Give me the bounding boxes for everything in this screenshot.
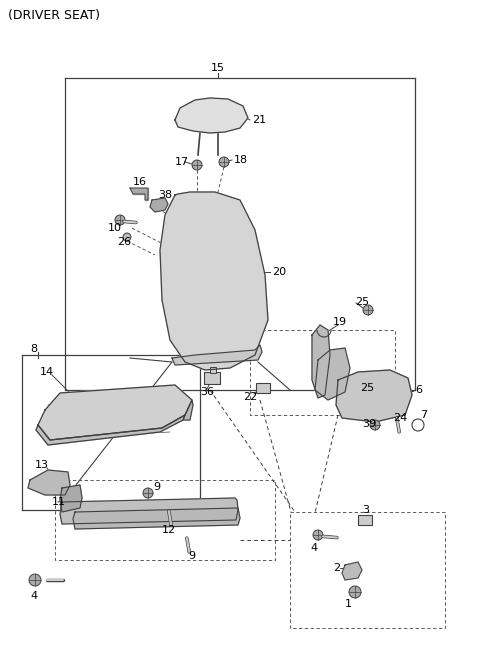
Text: 24: 24: [393, 413, 407, 423]
Text: 16: 16: [133, 177, 147, 187]
Text: 7: 7: [420, 410, 427, 420]
Text: 38: 38: [158, 190, 172, 200]
Circle shape: [370, 420, 380, 430]
Polygon shape: [315, 348, 350, 400]
Text: 25: 25: [355, 297, 369, 307]
Circle shape: [313, 530, 323, 540]
Bar: [256, 383, 270, 393]
Polygon shape: [38, 385, 192, 440]
Text: 13: 13: [35, 460, 49, 470]
Polygon shape: [172, 345, 262, 365]
Polygon shape: [36, 415, 185, 445]
Circle shape: [29, 574, 41, 586]
Circle shape: [192, 160, 202, 170]
Text: 14: 14: [40, 367, 54, 377]
Bar: [358, 515, 372, 525]
Circle shape: [115, 215, 125, 225]
Text: 26: 26: [117, 237, 131, 247]
Polygon shape: [160, 192, 268, 370]
Circle shape: [349, 586, 361, 598]
Circle shape: [363, 305, 373, 315]
Polygon shape: [60, 485, 82, 512]
Text: 3: 3: [362, 505, 369, 515]
Polygon shape: [60, 498, 238, 524]
Bar: [210, 367, 216, 373]
Text: 36: 36: [200, 387, 214, 397]
Text: 12: 12: [162, 525, 176, 535]
Text: 39: 39: [362, 419, 376, 429]
Text: 25: 25: [360, 383, 374, 393]
Text: 20: 20: [272, 267, 286, 277]
Text: 21: 21: [252, 115, 266, 125]
Text: 6: 6: [415, 385, 422, 395]
Polygon shape: [342, 562, 362, 580]
Text: 8: 8: [30, 344, 37, 354]
Text: 11: 11: [52, 497, 66, 507]
Circle shape: [123, 233, 131, 241]
Circle shape: [143, 488, 153, 498]
Text: 4: 4: [30, 591, 37, 601]
Polygon shape: [183, 400, 193, 420]
Polygon shape: [73, 508, 240, 529]
Text: 19: 19: [333, 317, 347, 327]
Text: 17: 17: [175, 157, 189, 167]
Polygon shape: [312, 325, 330, 398]
Text: 10: 10: [108, 223, 122, 233]
Text: 4: 4: [310, 543, 317, 553]
Text: 22: 22: [243, 392, 257, 402]
Polygon shape: [175, 98, 248, 133]
Text: 15: 15: [211, 63, 225, 73]
Text: (DRIVER SEAT): (DRIVER SEAT): [8, 9, 100, 22]
Text: 9: 9: [188, 551, 195, 561]
Polygon shape: [336, 370, 412, 422]
Bar: [204, 372, 220, 384]
Polygon shape: [150, 198, 168, 212]
Text: 1: 1: [345, 599, 352, 609]
Circle shape: [219, 157, 229, 167]
Text: 2: 2: [333, 563, 340, 573]
Polygon shape: [130, 188, 148, 200]
Text: 9: 9: [153, 482, 160, 492]
Text: 18: 18: [234, 155, 248, 165]
Polygon shape: [28, 470, 70, 495]
